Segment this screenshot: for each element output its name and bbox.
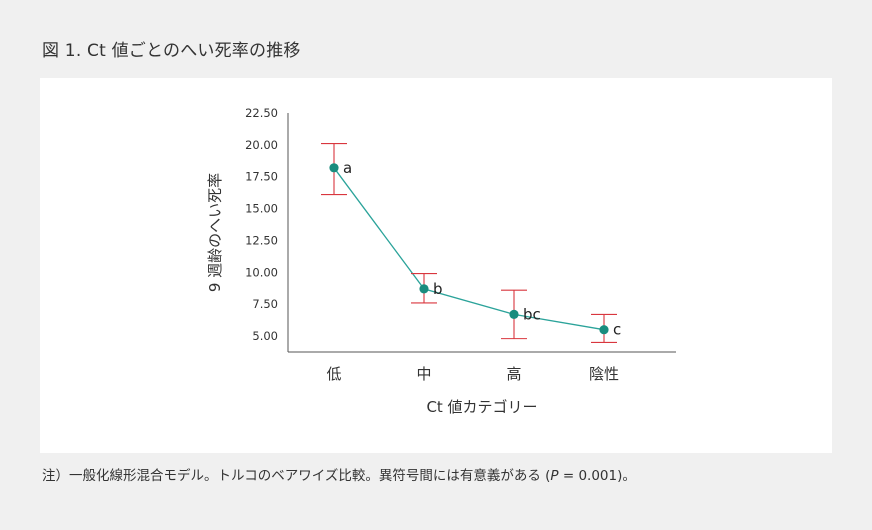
- chart-panel: 22.50 20.00 17.50 15.00 12.50 10.00 7.50 5.00 低…: [40, 78, 832, 453]
- footnote: 注）一般化線形混合モデル。トルコのベアワイズ比較。異符号間には有意義がある (P…: [42, 464, 636, 484]
- y-tick-label: 15.00: [245, 202, 278, 216]
- y-tick-label: 20.00: [245, 138, 278, 152]
- y-tick-label: 17.50: [245, 170, 278, 184]
- chart-axes: [287, 113, 676, 353]
- data-point: [599, 325, 609, 335]
- x-tick-label: 高: [506, 365, 521, 383]
- x-axis-ticks: 低 中 高 陰性: [326, 365, 619, 383]
- data-point: [329, 163, 339, 173]
- data-points: [329, 163, 609, 335]
- footnote-text: 注）一般化線形混合モデル。トルコのベアワイズ比較。異符号間には有意義がある (: [42, 468, 551, 484]
- y-tick-label: 7.50: [252, 297, 278, 311]
- y-axis-ticks: 22.50 20.00 17.50 15.00 12.50 10.00 7.50 5.00: [245, 106, 278, 343]
- x-axis-label: Ct 値カテゴリー: [426, 398, 537, 416]
- data-point: [509, 309, 519, 319]
- point-label: b: [433, 280, 443, 298]
- figure-title: 図 1. Ct 値ごとのへい死率の推移: [42, 41, 301, 61]
- footnote-p-symbol: P: [550, 468, 559, 484]
- y-tick-label: 12.50: [245, 233, 278, 247]
- y-tick-label: 5.00: [252, 329, 278, 343]
- x-tick-label: 陰性: [589, 365, 619, 383]
- series-line: [333, 167, 605, 331]
- footnote-p-value: = 0.001)。: [558, 468, 636, 484]
- point-label: c: [613, 321, 621, 339]
- y-tick-label: 22.50: [245, 106, 278, 120]
- point-labels: a b bc c: [343, 159, 621, 339]
- data-point: [419, 284, 429, 294]
- x-tick-label: 中: [416, 365, 431, 383]
- error-bars: [321, 143, 617, 343]
- point-label: a: [343, 159, 352, 177]
- y-axis-label: 9 週齢のへい死率: [206, 173, 224, 292]
- chart-svg: 22.50 20.00 17.50 15.00 12.50 10.00 7.50 5.00 低…: [206, 106, 676, 416]
- x-tick-label: 低: [326, 365, 341, 383]
- y-tick-label: 10.00: [245, 265, 278, 279]
- point-label: bc: [523, 305, 541, 323]
